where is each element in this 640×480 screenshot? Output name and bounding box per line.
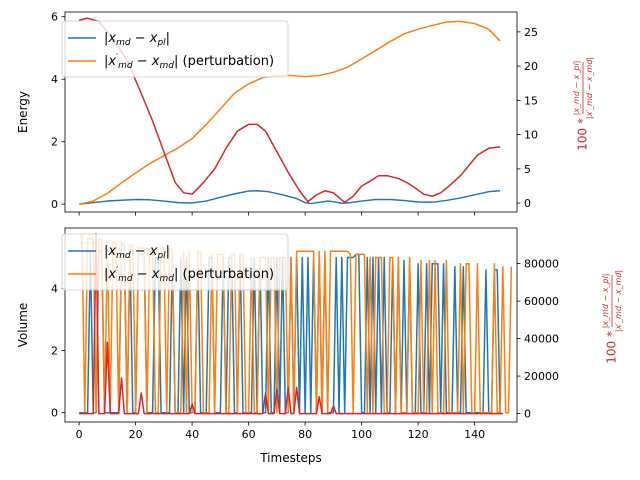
right-axis-label-prefix: 100 *	[605, 331, 619, 364]
y-axis-label: Volume	[16, 303, 30, 348]
y-right-tick-label-3: 60000	[524, 295, 559, 308]
y-tick-label-1: 2	[51, 345, 58, 358]
y-tick-label-1: 2	[51, 136, 58, 149]
series-line-1	[78, 20, 501, 205]
y-right-tick-label-5: 25	[524, 26, 538, 39]
x-tick-label-3: 60	[242, 428, 256, 441]
series-line-2	[79, 232, 503, 415]
y-tick-label-2: 4	[51, 283, 58, 296]
y-tick-label-0: 0	[51, 198, 58, 211]
y-tick-label-2: 4	[51, 73, 58, 86]
x-tick-label-4: 80	[298, 428, 312, 441]
y-right-tick-label-1: 20000	[524, 370, 559, 383]
legend-label-diff: |xmd − xpl|	[104, 244, 170, 261]
volume-panel: 0 20 40 60 80 100 120 1400240200004000060000800…	[16, 227, 623, 465]
y-right-tick-label-3: 15	[524, 94, 538, 107]
right-axis-label-1: 100 * |x_md − x_pl| |x′_md − x_md|	[601, 270, 623, 364]
y-right-tick-label-1: 5	[524, 163, 531, 176]
x-tick-label-7: 140	[464, 428, 485, 441]
x-tick-label-1: 20	[129, 428, 143, 441]
y-axis-label: Energy	[16, 91, 30, 133]
legend-label-perturbation: |x′md − xmd| (perturbation)	[104, 53, 274, 71]
right-axis-label-numerator: |x_md − x_pl|	[572, 61, 581, 116]
energy-panel: 0 2 4 6 0 5 10 15 20 25 Energy 100 * |x_md − x_pl| |x…	[16, 11, 594, 216]
y-right-tick-label-0: 0	[524, 197, 531, 210]
legend-label-diff: |xmd − xpl|	[104, 31, 170, 48]
right-axis-label-denominator: |x′_md − x_md|	[614, 270, 623, 332]
x-tick-label-0: 0	[76, 428, 83, 441]
y-tick-label-3: 6	[51, 11, 58, 24]
x-tick-label-6: 120	[408, 428, 429, 441]
x-axis-label: Timesteps	[259, 451, 322, 465]
y-right-tick-label-4: 20	[524, 60, 538, 73]
y-tick-label-0: 0	[51, 407, 58, 420]
y-right-tick-label-4: 80000	[524, 258, 559, 271]
legend-box	[61, 233, 289, 291]
series-line-2	[78, 17, 501, 204]
right-axis-label-denominator: |x′_md − x_md|	[585, 57, 594, 119]
x-tick-label-5: 100	[351, 428, 372, 441]
series-group	[78, 17, 501, 205]
right-axis-label-numerator: |x_md − x_pl|	[601, 274, 610, 329]
axes-frame	[64, 227, 518, 423]
right-axis-label-0: 100 * |x_md − x_pl| |x′_md − x_md|	[572, 57, 594, 151]
y-right-tick-label-2: 10	[524, 129, 538, 142]
axes-frame	[64, 11, 518, 213]
x-tick-label-2: 40	[185, 428, 199, 441]
y-right-tick-label-0: 0	[524, 408, 531, 421]
legend-box	[61, 20, 289, 78]
legend: |xmd − xpl| |x′md − xmd| (perturbation)	[61, 20, 289, 78]
series-line-0	[79, 190, 501, 205]
right-axis-label-prefix: 100 *	[576, 118, 590, 151]
legend: |xmd − xpl| |x′md − xmd| (perturbation)	[61, 233, 289, 291]
legend-label-perturbation: |x′md − xmd| (perturbation)	[104, 266, 274, 284]
y-right-tick-label-2: 40000	[524, 333, 559, 346]
